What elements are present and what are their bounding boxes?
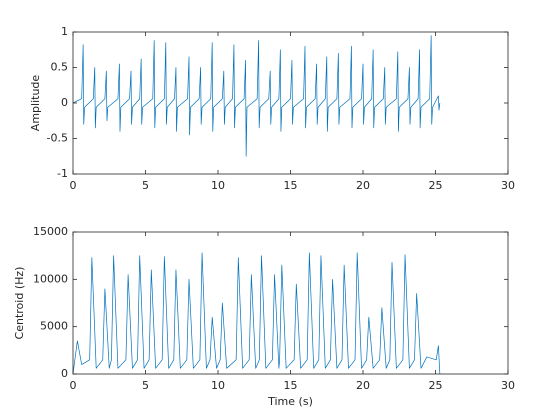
x-tick-label: 15 bbox=[284, 379, 298, 392]
signal-line bbox=[72, 252, 441, 375]
y-tick-label: -0.5 bbox=[47, 132, 68, 145]
x-tick-label: 0 bbox=[70, 379, 77, 392]
x-tick-label: 30 bbox=[501, 179, 515, 192]
y-axis-label: Amplitude bbox=[29, 75, 42, 132]
axes-box bbox=[72, 231, 509, 375]
y-tick-label: 15000 bbox=[33, 225, 68, 238]
y-tick-label: 0 bbox=[61, 96, 68, 109]
y-tick-label: -1 bbox=[57, 167, 68, 180]
x-tick-label: 5 bbox=[142, 179, 149, 192]
y-tick-label: 0 bbox=[61, 367, 68, 380]
x-tick-label: 25 bbox=[429, 179, 443, 192]
x-tick-label: 30 bbox=[501, 379, 515, 392]
y-tick-label: 10000 bbox=[33, 272, 68, 285]
axes-box bbox=[72, 31, 509, 175]
x-tick-label: 10 bbox=[211, 379, 225, 392]
y-tick-label: 0.5 bbox=[51, 61, 69, 74]
x-tick-label: 20 bbox=[356, 179, 370, 192]
signal-line bbox=[72, 35, 441, 157]
x-tick-label: 15 bbox=[284, 179, 298, 192]
x-tick-label: 10 bbox=[211, 179, 225, 192]
x-tick-label: 5 bbox=[142, 379, 149, 392]
y-axis-label: Centroid (Hz) bbox=[13, 267, 26, 340]
x-tick-label: 0 bbox=[70, 179, 77, 192]
x-tick-label: 20 bbox=[356, 379, 370, 392]
x-axis-label: Time (s) bbox=[267, 395, 313, 408]
x-tick-label: 25 bbox=[429, 379, 443, 392]
y-tick-label: 5000 bbox=[40, 320, 68, 333]
y-tick-label: 1 bbox=[61, 25, 68, 38]
